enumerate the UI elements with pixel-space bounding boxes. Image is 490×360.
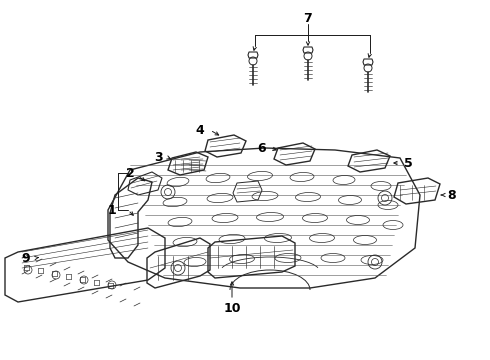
Text: 10: 10 <box>223 302 241 315</box>
Text: 3: 3 <box>154 150 162 163</box>
Text: 9: 9 <box>22 252 30 265</box>
Text: 5: 5 <box>404 157 413 170</box>
Text: 8: 8 <box>448 189 456 202</box>
Text: 4: 4 <box>196 123 204 136</box>
Text: 1: 1 <box>108 203 117 216</box>
Text: 7: 7 <box>304 12 313 24</box>
Text: 2: 2 <box>125 166 134 180</box>
Text: 6: 6 <box>258 141 266 154</box>
